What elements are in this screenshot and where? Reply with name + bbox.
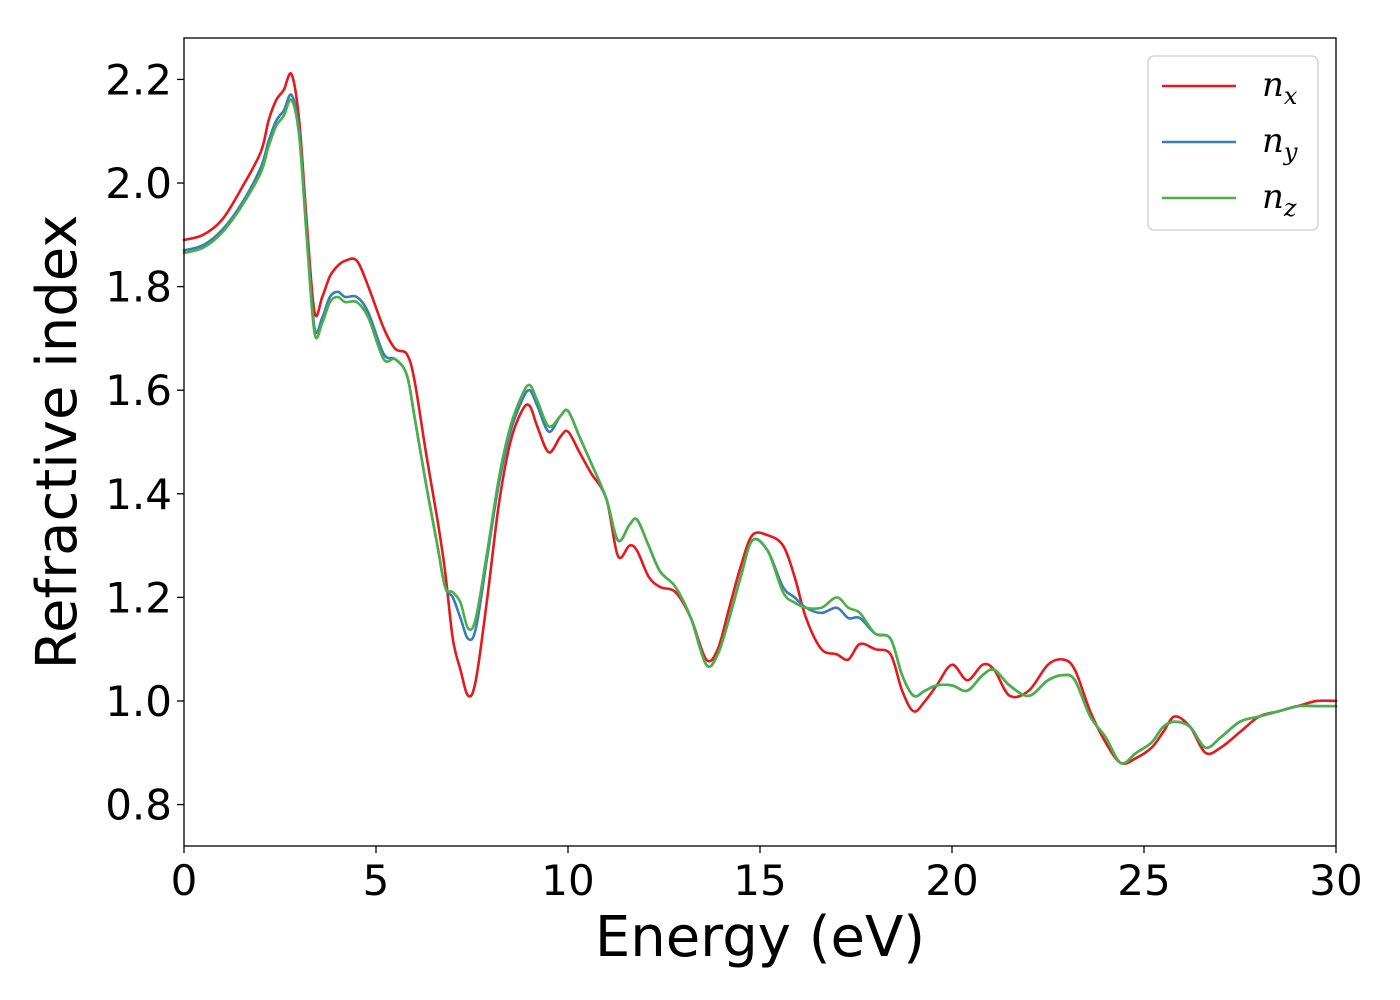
x-axis-ticks: 0 5 10 15 20 25 30 xyxy=(171,846,1363,905)
x-tick-label: 0 xyxy=(171,856,198,905)
x-tick-label: 20 xyxy=(925,856,978,905)
y-tick-label: 2.0 xyxy=(105,159,172,208)
y-tick-label: 0.8 xyxy=(105,781,172,830)
legend: nx ny nz xyxy=(1147,55,1319,231)
series-line-x xyxy=(182,71,1338,766)
legend-label-x: nx xyxy=(1262,65,1298,110)
x-tick-label: 25 xyxy=(1117,856,1170,905)
y-tick-label: 1.0 xyxy=(105,677,172,726)
x-tick-label: 15 xyxy=(733,856,786,905)
y-axis-ticks: 0.8 1.0 1.2 1.4 1.6 1.8 2.0 2.2 xyxy=(105,55,184,830)
series-line-z xyxy=(182,98,1338,765)
series-layer xyxy=(182,71,1338,766)
x-tick-label: 30 xyxy=(1309,856,1362,905)
y-tick-label: 1.6 xyxy=(105,366,172,415)
y-tick-label: 1.2 xyxy=(105,573,172,622)
legend-label-y: ny xyxy=(1262,121,1298,166)
y-tick-label: 2.2 xyxy=(105,55,172,104)
x-tick-label: 5 xyxy=(363,856,390,905)
y-tick-label: 1.4 xyxy=(105,470,172,519)
y-tick-label: 1.8 xyxy=(105,263,172,312)
legend-label-z: nz xyxy=(1262,177,1297,222)
x-tick-label: 10 xyxy=(541,856,594,905)
x-axis-label: Energy (eV) xyxy=(595,905,925,970)
plot-area-background xyxy=(184,38,1336,846)
y-axis-label: Refractive index xyxy=(25,215,90,670)
